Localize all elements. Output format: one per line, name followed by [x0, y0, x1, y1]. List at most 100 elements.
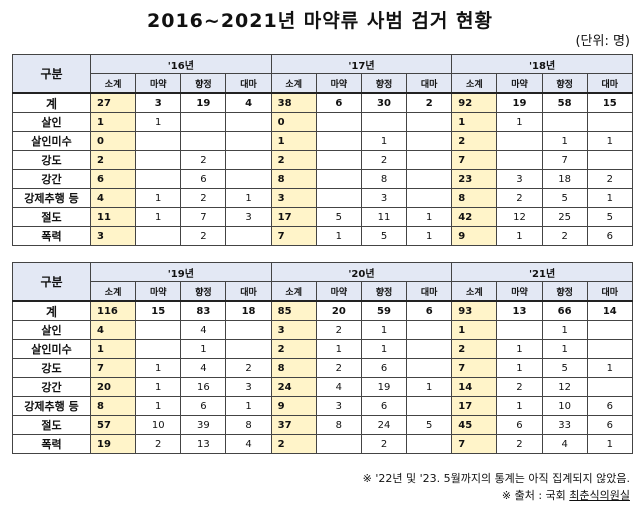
subcolumn-header: 향정 [360, 281, 408, 302]
value-cell: 2 [586, 169, 633, 189]
value-cell: 5 [406, 415, 453, 435]
subcolumn-header: 소계 [89, 73, 137, 94]
subtotal-cell: 85 [270, 300, 317, 321]
subtotal-cell: 7 [451, 150, 498, 170]
value-cell: 66 [541, 300, 588, 321]
value-cell: 1 [135, 396, 182, 416]
value-cell: 39 [180, 415, 227, 435]
value-cell: 1 [225, 396, 272, 416]
value-cell: 1 [180, 339, 227, 359]
subtotal-cell: 2 [451, 131, 498, 151]
value-cell [225, 112, 272, 132]
subtotal-cell: 93 [451, 300, 498, 321]
value-cell: 6 [586, 396, 633, 416]
subcolumn-header: 소계 [451, 281, 498, 302]
subtotal-cell: 17 [451, 396, 498, 416]
value-cell [225, 339, 272, 359]
header-gubun: 구분 [12, 262, 91, 302]
year-header: '21년 [451, 262, 633, 282]
source-prefix: ※ 출처 : 국회 [501, 489, 570, 502]
value-cell: 8 [225, 415, 272, 435]
value-cell: 6 [180, 169, 227, 189]
value-cell [135, 131, 182, 151]
subtotal-cell: 2 [270, 339, 317, 359]
value-cell: 3 [135, 92, 182, 113]
subcolumn-header: 향정 [180, 73, 227, 94]
value-cell: 12 [541, 377, 588, 397]
value-cell: 2 [496, 434, 543, 454]
value-cell: 1 [496, 358, 543, 378]
value-cell: 1 [406, 207, 453, 227]
value-cell: 1 [541, 131, 588, 151]
table-row: 강간 20 1 16 3 24 4 19 1 14 2 12 [12, 377, 633, 397]
value-cell: 1 [135, 358, 182, 378]
value-cell [406, 320, 453, 340]
value-cell [315, 150, 362, 170]
value-cell: 2 [406, 92, 453, 113]
row-label: 살인미수 [12, 339, 91, 359]
subtotal-cell: 7 [451, 434, 498, 454]
value-cell [586, 320, 633, 340]
value-cell [225, 226, 272, 246]
value-cell: 6 [360, 396, 408, 416]
value-cell: 4 [315, 377, 362, 397]
value-cell [225, 169, 272, 189]
value-cell [406, 339, 453, 359]
value-cell: 5 [541, 188, 588, 208]
subcolumn-header: 마약 [315, 73, 362, 94]
subcolumn-header: 대마 [225, 281, 272, 302]
subcolumn-header: 마약 [135, 73, 182, 94]
table-row: 강제추행 등 8 1 6 1 9 3 6 17 1 10 6 [12, 396, 633, 416]
value-cell: 2 [360, 434, 408, 454]
value-cell: 11 [360, 207, 408, 227]
subtotal-cell: 7 [270, 226, 317, 246]
subtotal-cell: 8 [89, 396, 137, 416]
value-cell [496, 320, 543, 340]
row-label: 살인미수 [12, 131, 91, 151]
stats-table-2019-2021: 구분 '19년 '20년 '21년 소계 마약 향정 대마 소계 마약 향정 대마 소계 마약 향정 대마 계 1… [12, 262, 633, 454]
note-statistics: ※ '22년 및 '23. 5월까지의 통계는 아직 집계되지 않았음. [362, 472, 630, 485]
value-cell [135, 169, 182, 189]
row-label: 강도 [12, 150, 91, 170]
value-cell: 13 [180, 434, 227, 454]
subcolumn-header: 대마 [586, 73, 633, 94]
value-cell: 5 [541, 358, 588, 378]
subcolumn-header: 대마 [406, 281, 453, 302]
subcolumn-header: 소계 [270, 73, 317, 94]
subtotal-cell: 23 [451, 169, 498, 189]
value-cell [406, 188, 453, 208]
value-cell: 1 [406, 226, 453, 246]
subcolumn-header: 소계 [270, 281, 317, 302]
subtotal-cell: 0 [89, 131, 137, 151]
value-cell: 13 [496, 300, 543, 321]
year-header: '20년 [270, 262, 453, 282]
table-row: 강간 6 6 8 8 23 3 18 2 [12, 169, 633, 189]
value-cell: 2 [180, 188, 227, 208]
value-cell: 1 [496, 112, 543, 132]
subtotal-cell: 24 [270, 377, 317, 397]
subtotal-cell: 20 [89, 377, 137, 397]
value-cell: 3 [360, 188, 408, 208]
subtotal-cell: 2 [270, 434, 317, 454]
subcolumn-header: 대마 [586, 281, 633, 302]
value-cell: 1 [586, 188, 633, 208]
value-cell: 4 [180, 358, 227, 378]
subtotal-cell: 9 [270, 396, 317, 416]
table-row: 살인 1 1 0 1 1 [12, 112, 633, 132]
subtotal-cell: 37 [270, 415, 317, 435]
value-cell: 1 [586, 358, 633, 378]
value-cell: 1 [315, 226, 362, 246]
subtotal-cell: 2 [270, 150, 317, 170]
subcolumn-header: 마약 [496, 73, 543, 94]
row-label: 강제추행 등 [12, 188, 91, 208]
subcolumn-header: 향정 [180, 281, 227, 302]
value-cell: 1 [586, 131, 633, 151]
subtotal-cell: 1 [451, 320, 498, 340]
table-row: 강도 7 1 4 2 8 2 6 7 1 5 1 [12, 358, 633, 378]
subtotal-cell: 27 [89, 92, 137, 113]
value-cell [315, 188, 362, 208]
value-cell [180, 112, 227, 132]
value-cell: 1 [406, 377, 453, 397]
table-row: 살인 4 4 3 2 1 1 1 [12, 320, 633, 340]
